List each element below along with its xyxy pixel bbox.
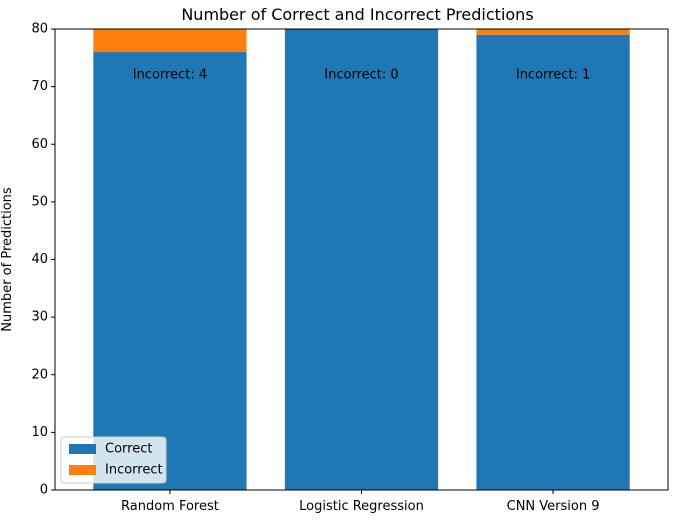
legend-label-correct: Correct	[105, 442, 152, 457]
y-axis: 0 10 20 30 40 50 60 70 80	[31, 22, 55, 498]
y-tick-label-8: 80	[31, 22, 48, 37]
y-tick-label-1: 10	[31, 425, 48, 440]
y-tick-label-2: 20	[31, 367, 48, 382]
legend-swatch-incorrect	[69, 465, 96, 475]
legend-label-incorrect: Incorrect	[105, 463, 163, 478]
bar-annotation-2: Incorrect: 1	[516, 68, 590, 83]
y-tick-label-6: 60	[31, 137, 48, 152]
bar-annotation-0: Incorrect: 4	[133, 68, 207, 83]
legend-swatch-correct	[69, 444, 96, 454]
bar-annotation-1: Incorrect: 0	[324, 68, 398, 83]
y-axis-label: Number of Predictions	[0, 187, 15, 332]
bar-correct-0	[93, 52, 247, 491]
annotations-layer: Incorrect: 4 Incorrect: 0 Incorrect: 1	[133, 68, 591, 83]
bar-correct-1	[284, 29, 439, 490]
chart-title: Number of Correct and Incorrect Predicti…	[181, 5, 533, 24]
x-tick-label-2: CNN Version 9	[507, 499, 600, 514]
y-tick-label-5: 50	[31, 194, 48, 209]
bar-incorrect-2	[476, 29, 630, 35]
bars-layer	[93, 29, 630, 491]
x-tick-label-1: Logistic Regression	[299, 499, 424, 514]
bar-correct-2	[476, 34, 630, 490]
y-tick-label-3: 30	[31, 310, 48, 325]
x-axis: Random Forest Logistic Regression CNN Vers…	[121, 490, 600, 514]
y-tick-label-4: 40	[31, 252, 48, 267]
legend: Correct Incorrect	[60, 436, 167, 484]
x-tick-label-0: Random Forest	[121, 499, 219, 514]
bar-incorrect-0	[93, 29, 247, 53]
y-tick-label-7: 70	[31, 79, 48, 94]
y-tick-label-0: 0	[40, 483, 48, 498]
